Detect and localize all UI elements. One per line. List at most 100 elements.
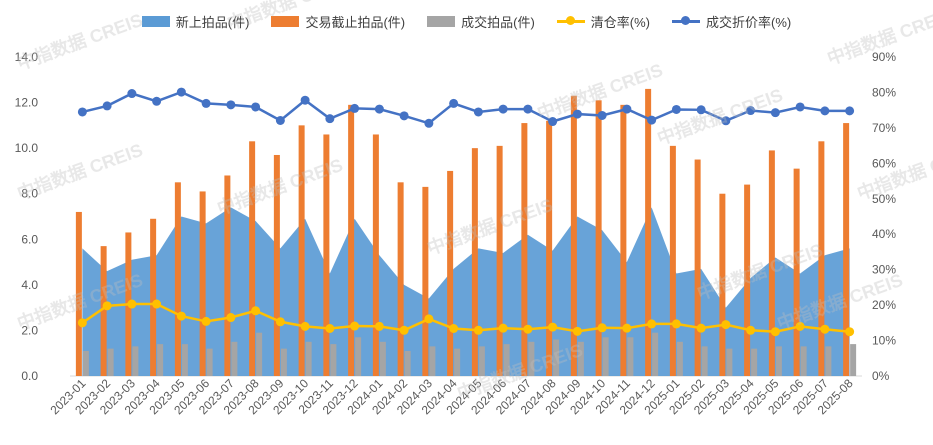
sold-listings-bar [577,341,584,376]
sold-listings-bar [825,346,832,376]
clearance-rate-point [374,321,384,331]
sold-listings-bar [280,348,287,376]
sold-listings-bar [775,346,782,376]
legend-label: 成交折价率(%) [706,15,792,30]
discount-rate-point [746,106,756,116]
discount-rate-point [300,95,310,105]
legend-item-closing-listings: 交易截止拍品(件) [271,12,405,31]
sold-listings-bar [132,346,139,376]
left-tick-label: 6.0 [21,232,38,246]
closing-listings-bar [570,95,577,376]
clearance-rate-point [424,314,434,324]
closing-listings-bar [521,123,528,376]
closing-listings-bar [273,154,280,376]
closing-listings-bar [100,246,107,376]
clearance-rate-point [721,320,731,330]
closing-listings-bar [768,150,775,376]
clearance-rate-point [548,322,558,332]
closing-listings-bar [546,120,553,376]
discount-rate-point [374,104,384,114]
discount-rate-point [201,98,211,108]
clearance-rate-point [671,319,681,329]
clearance-rate-point [300,321,310,331]
watermark-text: 中指数据 CREIS [14,9,145,74]
closing-listings-bar [793,168,800,376]
clearance-rate-point [770,327,780,337]
closing-listings-bar [348,104,355,376]
discount-rate-point [275,115,285,125]
discount-rate-point [325,114,335,124]
left-tick-label: 0.0 [21,369,38,383]
legend-label: 清仓率(%) [590,15,650,30]
closing-listings-bar [174,182,181,376]
closing-listings-bar [645,88,652,377]
sold-listings-bar [206,348,213,376]
right-tick-label: 20% [872,298,896,312]
sold-listings-bar [676,341,683,376]
discount-rate-point [498,104,508,114]
clearance-rate-point [572,326,582,336]
closing-listings-bar [199,191,206,376]
legend-swatch-gray-bar [427,16,456,27]
sold-listings-bar [553,339,560,376]
discount-rate-point [622,104,632,114]
clearance-rate-point [350,321,360,331]
clearance-rate-point [795,321,805,331]
chart-legend: 新上拍品(件) 交易截止拍品(件) 成交拍品(件) 清仓率(%) 成交折价率(%… [0,12,933,31]
closing-listings-bar [397,182,404,376]
discount-rate-point [251,102,261,112]
discount-rate-point [473,107,483,117]
right-tick-label: 70% [872,121,896,135]
clearance-rate-point [473,325,483,335]
clearance-rate-point [820,324,830,334]
right-tick-label: 80% [872,85,896,99]
closing-listings-bar [744,184,751,376]
sold-listings-bar [379,341,386,376]
watermark-text: 中指数据 CREIS [224,0,355,34]
clearance-rate-point [498,323,508,333]
clearance-rate-point [152,299,162,309]
sold-listings-bar [726,348,733,376]
clearance-rate-point [102,301,112,311]
legend-item-new-listings: 新上拍品(件) [141,12,249,31]
closing-listings-bar [372,134,379,376]
sold-listings-bar [850,344,857,376]
closing-listings-bar [447,170,454,376]
clearance-rate-point [696,323,706,333]
legend-swatch-yellow-line [556,16,585,25]
closing-listings-bar [323,134,330,376]
sold-listings-bar [305,341,312,376]
clearance-rate-point [251,306,261,316]
closing-listings-bar [843,123,850,376]
closing-listings-bar [719,193,726,376]
legend-item-clearance-rate: 清仓率(%) [556,12,650,31]
clearance-rate-point [77,318,87,328]
sold-listings-bar [751,348,758,376]
legend-swatch-blue-line [672,16,700,25]
clearance-rate-point [176,311,186,321]
legend-label: 成交拍品(件) [461,15,535,30]
clearance-rate-point [523,324,533,334]
sold-listings-bar [82,350,89,376]
closing-listings-bar [150,218,157,376]
closing-listings-bar [224,175,231,376]
discount-rate-point [226,100,236,110]
discount-rate-point [424,118,434,128]
left-tick-label: 8.0 [21,187,38,201]
discount-rate-point [77,107,87,117]
sold-listings-bar [107,348,114,376]
discount-rate-point [647,115,657,125]
sold-listings-bar [627,337,634,376]
closing-listings-bar [694,159,701,376]
sold-listings-bar [652,332,659,376]
sold-listings-bar [330,344,337,376]
clearance-rate-point [622,323,632,333]
closing-listings-bar [471,148,478,376]
discount-rate-point [795,102,805,112]
discount-rate-point [449,98,459,108]
sold-listings-bar [429,346,436,376]
discount-rate-point [523,104,533,114]
clearance-rate-point [275,317,285,327]
left-tick-label: 10.0 [15,141,39,155]
clearance-rate-point [449,324,459,334]
